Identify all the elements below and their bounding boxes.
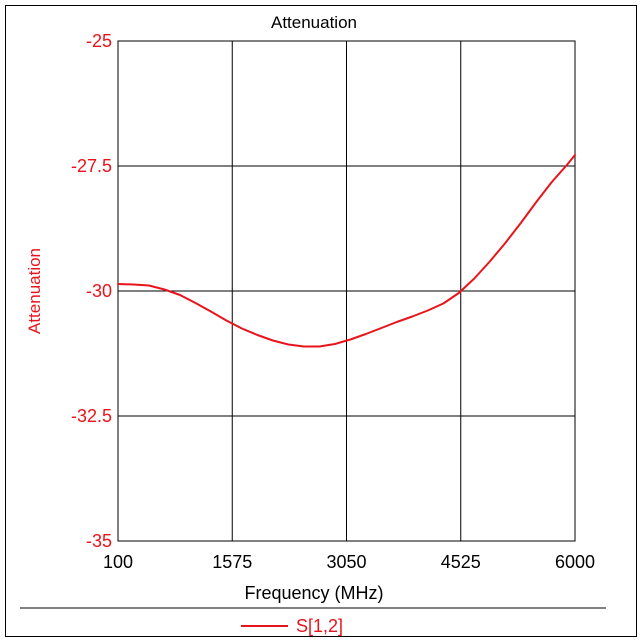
series-line-s12 [117, 154, 576, 348]
y-tick-label: -30 [86, 281, 112, 301]
x-tick-label: 100 [103, 552, 133, 572]
y-tick-label: -32.5 [71, 406, 112, 426]
series-group [117, 154, 576, 348]
plot-area-border [117, 40, 576, 542]
x-axis-ticks: 100 1575 3050 4525 6000 [103, 552, 595, 572]
grid [117, 40, 576, 542]
y-tick-label: -35 [86, 531, 112, 551]
y-axis-label: Attenuation [25, 248, 44, 334]
x-tick-label: 3050 [326, 552, 366, 572]
legend-label-s12: S[1,2] [296, 616, 343, 636]
y-axis-ticks: -25 -27.5 -30 -32.5 -35 [71, 31, 112, 551]
x-tick-label: 1575 [212, 552, 252, 572]
legend: S[1,2] [241, 616, 343, 636]
x-tick-label: 4525 [441, 552, 481, 572]
chart-title: Attenuation [271, 13, 357, 32]
x-tick-label: 6000 [555, 552, 595, 572]
x-axis-label: Frequency (MHz) [244, 583, 383, 603]
y-tick-label: -25 [86, 31, 112, 51]
y-tick-label: -27.5 [71, 156, 112, 176]
chart-frame [5, 5, 637, 637]
